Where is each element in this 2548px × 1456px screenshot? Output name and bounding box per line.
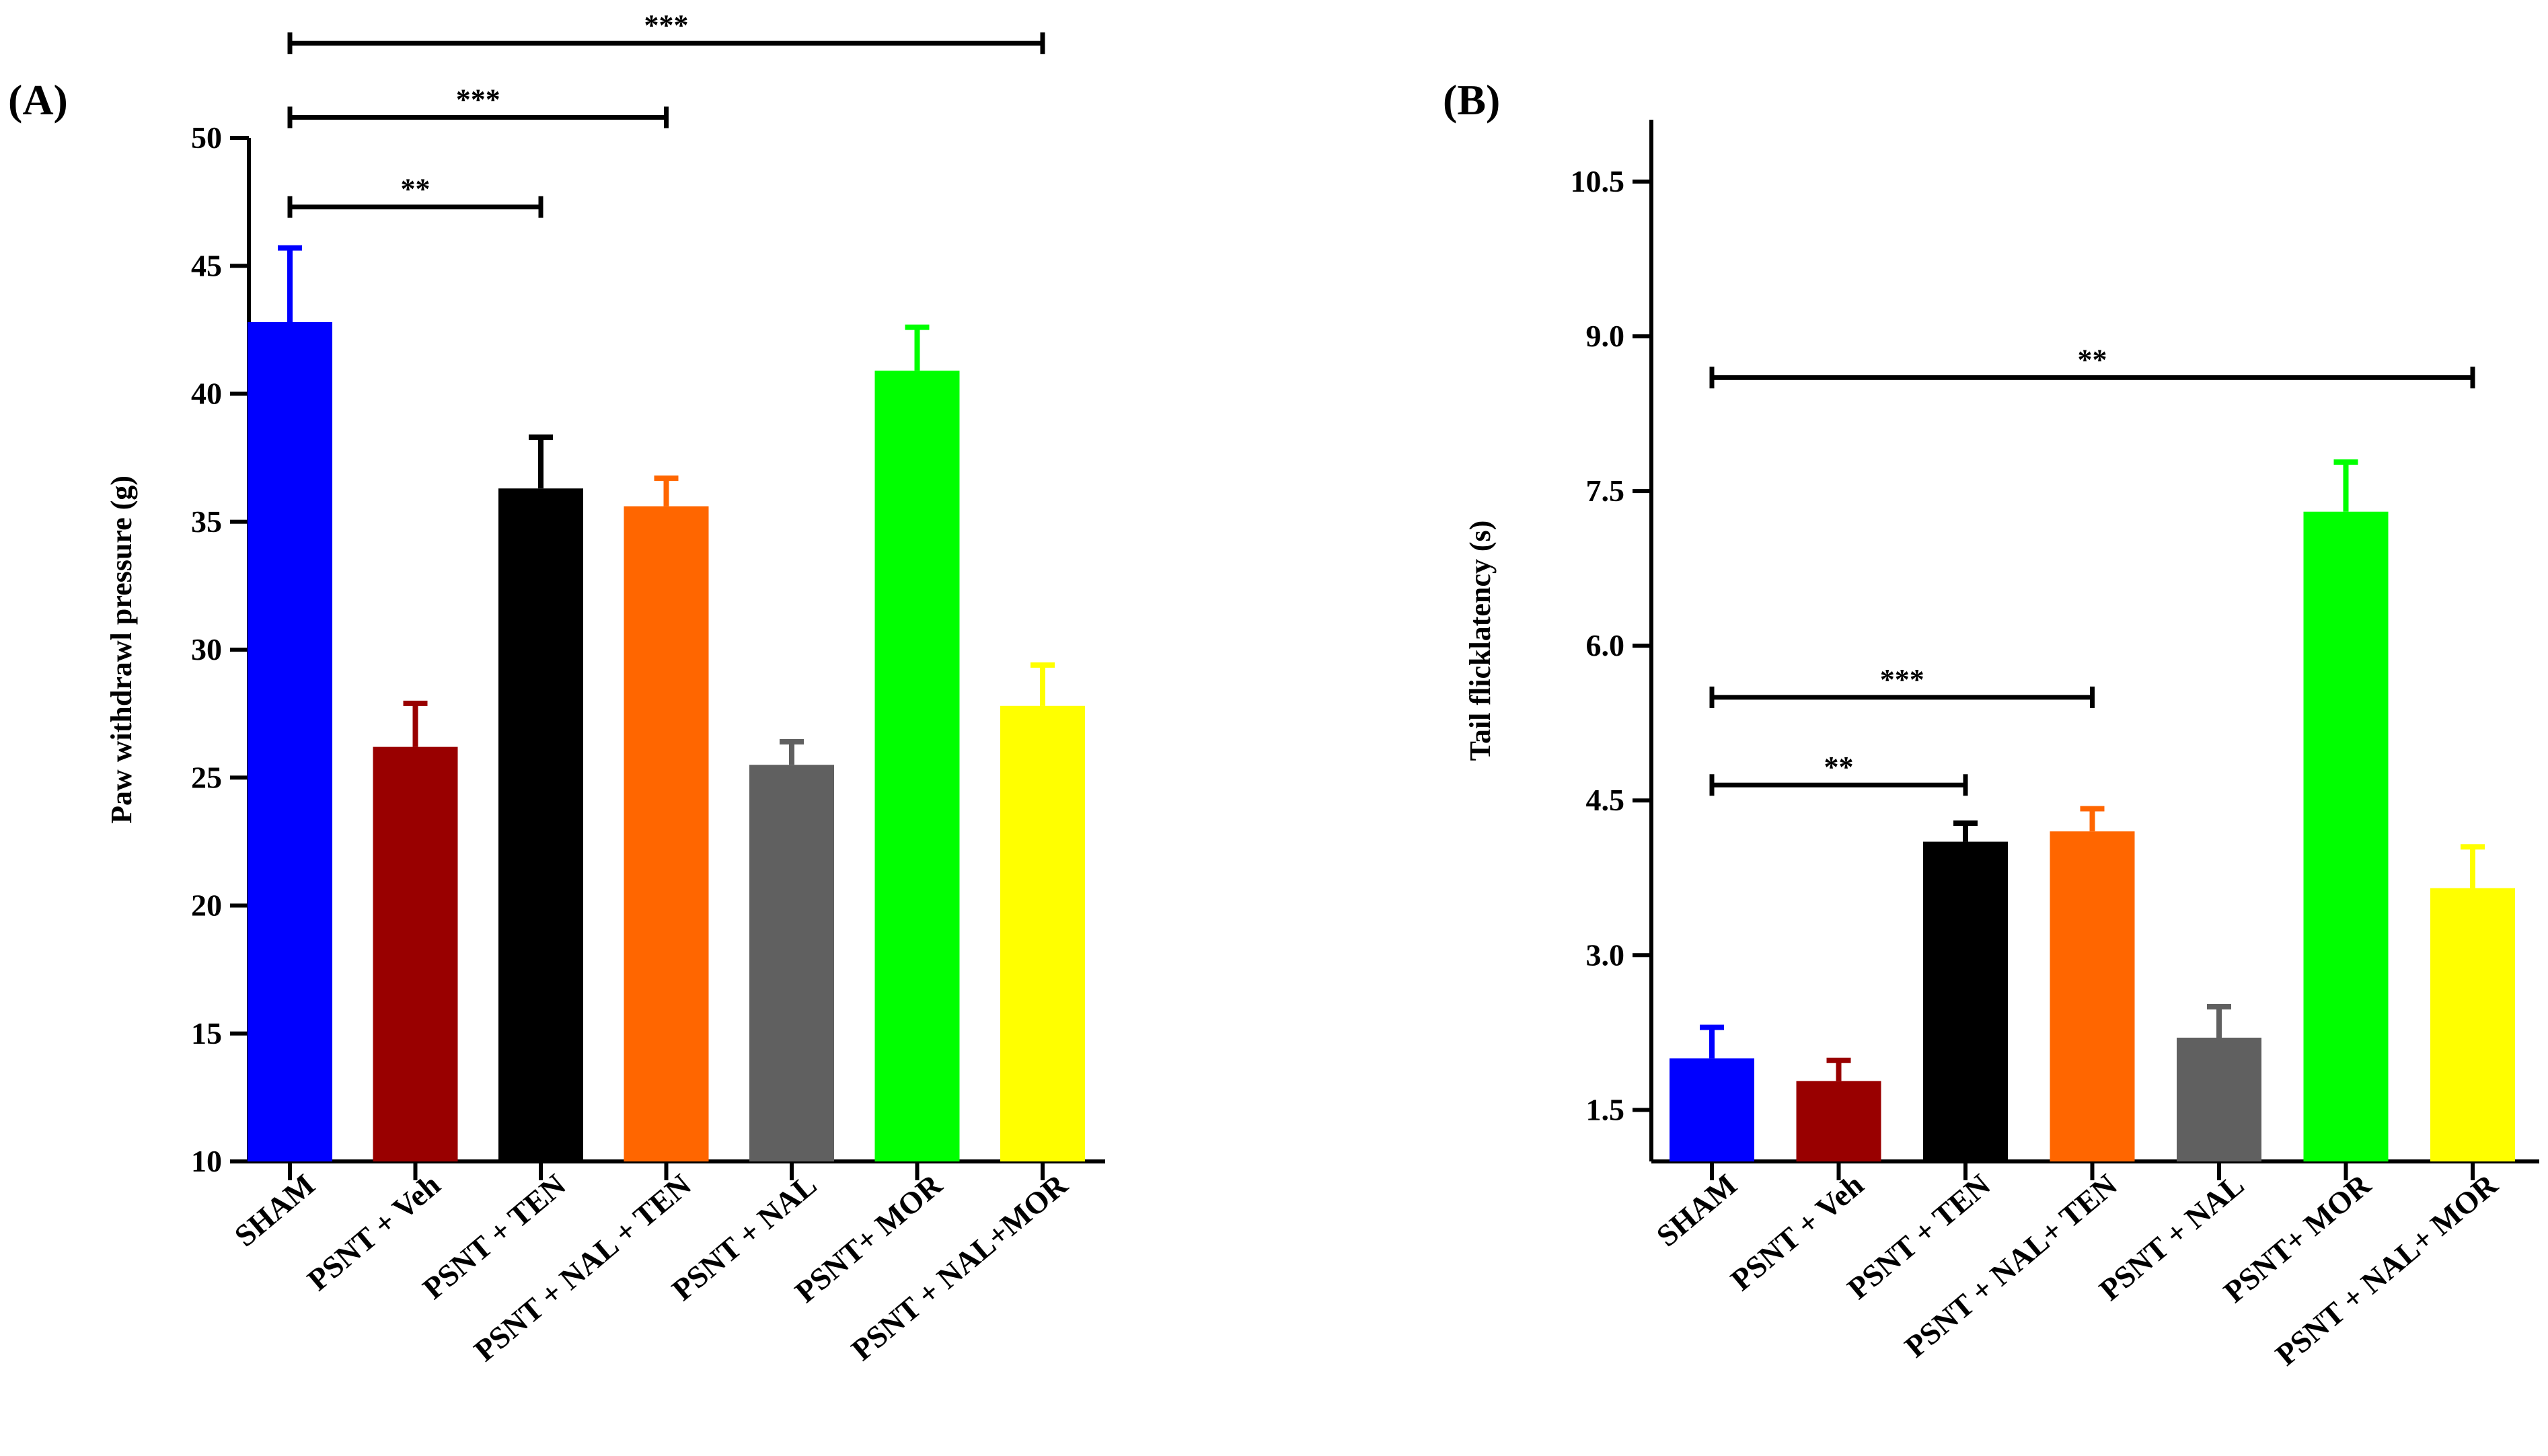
panel-b-chart: (B) Tail flicklatency (s) 1.5 3.0 4.5 6.0 7.5 9… <box>1443 76 2539 1372</box>
significance-label: *** <box>1880 663 1924 696</box>
category-label: PSNT + NAL+ MOR <box>2269 1167 2504 1372</box>
y-tick-label: 9.0 <box>1586 319 1625 353</box>
y-tick-label: 25 <box>191 760 222 794</box>
y-tick-label: 50 <box>191 120 222 155</box>
significance-label: ** <box>1824 751 1854 783</box>
category-label: PSNT + NAL + TEN <box>467 1167 698 1368</box>
y-tick-label: 1.5 <box>1586 1092 1625 1126</box>
y-tick-label: 30 <box>191 632 222 666</box>
bar <box>498 488 583 1161</box>
bar <box>2430 888 2515 1161</box>
y-tick-label: 15 <box>191 1016 222 1050</box>
bar <box>248 321 332 1162</box>
y-axis-title: Tail flicklatency (s) <box>1464 521 1497 761</box>
category-label: SHAM <box>1650 1167 1743 1254</box>
bar <box>373 746 458 1161</box>
significance-label: ** <box>2078 343 2107 376</box>
significance-label: *** <box>456 83 500 116</box>
bar <box>2177 1037 2261 1161</box>
bar <box>2050 831 2135 1161</box>
y-tick-label: 40 <box>191 377 222 411</box>
bar <box>624 506 709 1161</box>
y-tick-label: 7.5 <box>1586 473 1625 508</box>
significance-label: *** <box>644 9 689 42</box>
category-label: SHAM <box>228 1167 321 1254</box>
y-tick-label: 10 <box>191 1144 222 1178</box>
y-axis-title: Paw withdrawl pressure (g) <box>105 475 138 824</box>
y-tick-label: 6.0 <box>1586 628 1625 662</box>
bar <box>874 371 960 1161</box>
panel-label: (A) <box>8 76 68 124</box>
category-label: PSNT + NAL+MOR <box>845 1167 1074 1367</box>
y-tick-label: 4.5 <box>1586 783 1625 817</box>
panel-a-chart: (A) Paw withdrawl pressure (g) 10 15 20 25 30 3… <box>8 9 1105 1368</box>
bar <box>2303 511 2389 1161</box>
y-tick-label: 35 <box>191 504 222 539</box>
category-label: PSNT + NAL+ TEN <box>1898 1167 2124 1365</box>
bar <box>1000 705 1085 1161</box>
bar <box>1670 1058 1754 1161</box>
bar <box>1923 841 2008 1161</box>
significance-label: ** <box>401 173 430 206</box>
y-tick-label: 3.0 <box>1586 937 1625 972</box>
y-tick-label: 20 <box>191 888 222 923</box>
y-tick-label: 10.5 <box>1571 164 1625 198</box>
bar <box>1796 1081 1881 1161</box>
y-tick-label: 45 <box>191 248 222 282</box>
panel-label: (B) <box>1443 76 1500 124</box>
bar <box>749 765 834 1161</box>
